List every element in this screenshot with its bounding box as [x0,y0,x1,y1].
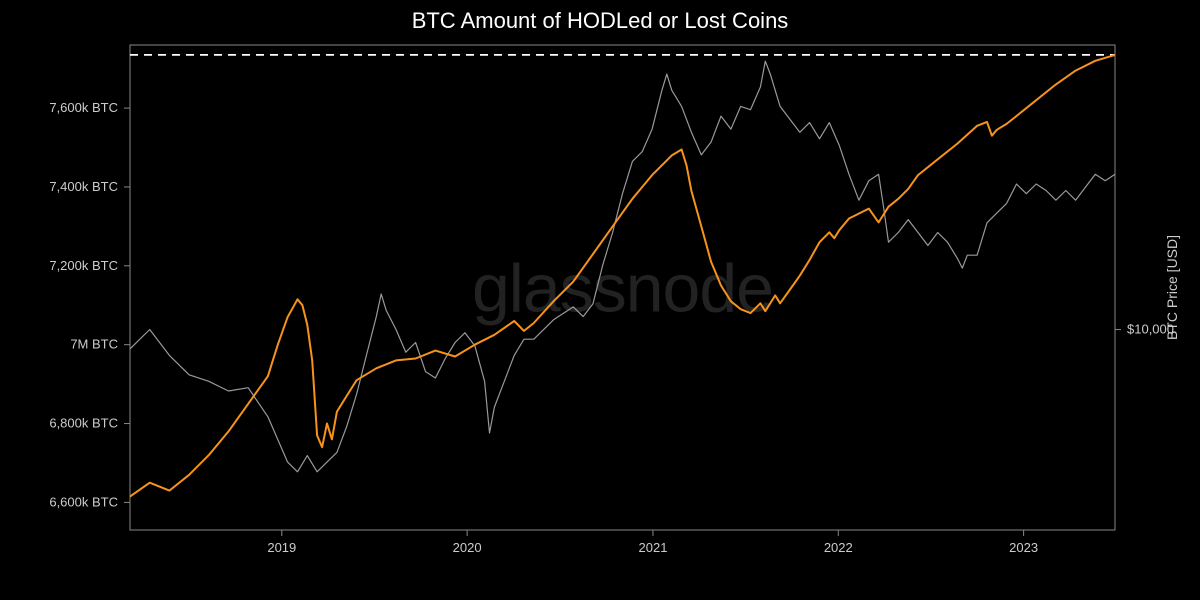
y-left-tick-label: 7,600k BTC [49,100,118,115]
y-right-axis-label: BTC Price [USD] [1164,235,1180,340]
x-tick-label: 2019 [267,540,296,555]
x-tick-label: 2022 [824,540,853,555]
y-left-tick-label: 7,400k BTC [49,179,118,194]
chart-svg: BTC Amount of HODLed or Lost Coins glassn… [0,0,1200,600]
chart-title: BTC Amount of HODLed or Lost Coins [412,8,789,33]
chart-container: BTC Amount of HODLed or Lost Coins glassn… [0,0,1200,600]
y-left-tick-label: 6,600k BTC [49,494,118,509]
x-tick-label: 2023 [1009,540,1038,555]
watermark: glassnode [472,251,773,327]
y-left-tick-label: 6,800k BTC [49,416,118,431]
x-tick-label: 2020 [453,540,482,555]
y-left-tick-label: 7M BTC [70,337,118,352]
y-left-tick-label: 7,200k BTC [49,258,118,273]
x-tick-label: 2021 [639,540,668,555]
